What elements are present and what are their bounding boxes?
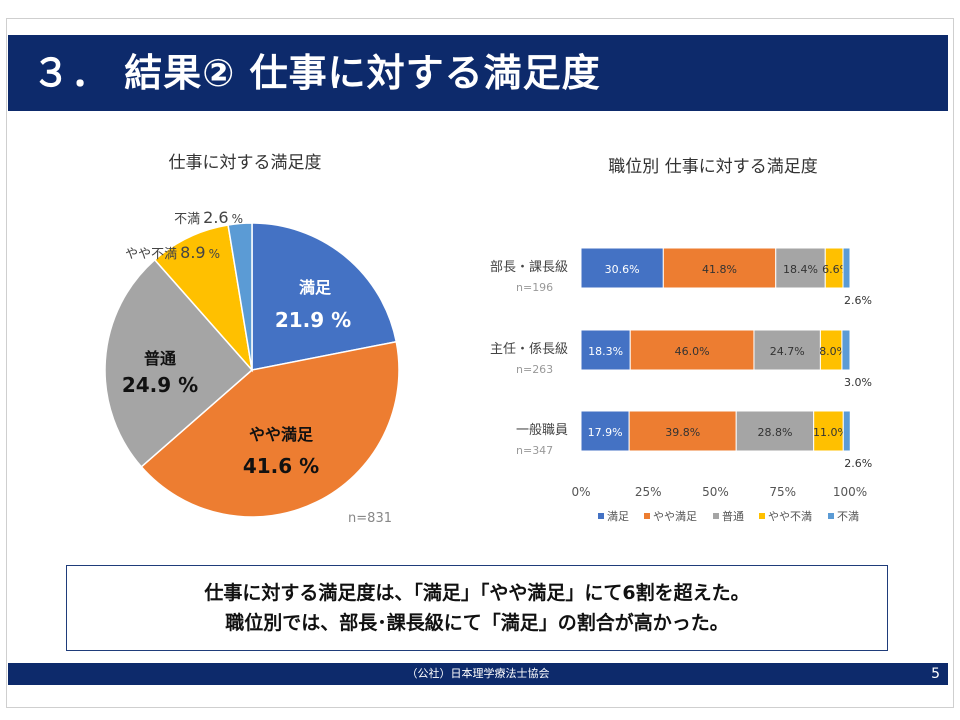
bar-data-label-2-3: 24.7% [770, 345, 805, 358]
pie-slice-value-3: 24.9 % [122, 373, 198, 397]
summary-box: 仕事に対する満足度は、「満足」「やや満足」にて6割を超えた。 職位別では、部長･… [66, 565, 888, 651]
bar-segment-1-2 [662, 247, 777, 289]
bar-segment-3-2 [628, 410, 737, 452]
bar-x-tick-4: 75% [769, 485, 796, 499]
pie-slice-value-1: 21.9 % [275, 308, 351, 332]
pie-sample-size: n=831 [348, 511, 392, 526]
bar-segment-3-3 [735, 410, 815, 452]
pie-chart-title: 仕事に対する満足度 [169, 153, 322, 173]
charts-canvas: 仕事に対する満足度 満足 21.9 % やや満足 41.6 % 普通 24.9 % やや不満… [104, 153, 872, 526]
bar-x-tick-5: 100% [833, 485, 867, 499]
slide-frame [6, 18, 954, 708]
legend-swatch-1 [598, 513, 604, 519]
bar-data-label-2-2: 46.0% [675, 345, 710, 358]
legend-label-1: 満足 [607, 510, 629, 523]
pie-slice-2 [140, 340, 400, 518]
title-bar: ３． 結果② 仕事に対する満足度 [8, 35, 948, 111]
bar-segment-1-1 [580, 247, 664, 289]
bar-data-label-1-2: 41.8% [702, 263, 737, 276]
bar-data-label-3-4: 11.0% [813, 426, 848, 439]
bar-category-n-1: n=196 [516, 281, 553, 294]
bar-category-n-2: n=263 [516, 363, 553, 376]
bar-data-label-2-4: 8.0% [819, 345, 847, 358]
bar-segment-1-5 [842, 247, 851, 289]
bar-segment-3-5 [842, 410, 851, 452]
bar-data-label-3-5: 2.6% [844, 457, 872, 470]
bar-data-label-3-2: 39.8% [665, 426, 700, 439]
bar-x-tick-3: 50% [702, 485, 729, 499]
legend-label-5: 不満 [837, 510, 859, 523]
bar-data-label-2-5: 3.0% [844, 376, 872, 389]
bar-category-n-3: n=347 [516, 444, 553, 457]
pie-slice-label-2: やや満足 [249, 425, 314, 444]
pie-slice-outside-label-5: 不満 2.6% [174, 208, 243, 227]
legend-swatch-3 [713, 513, 719, 519]
legend-swatch-5 [828, 513, 834, 519]
bar-category-label-2: 主任・係長級 [490, 342, 568, 357]
bar-x-tick-2: 25% [635, 485, 662, 499]
bar-segment-2-1 [580, 329, 631, 371]
legend-swatch-4 [759, 513, 765, 519]
pie-slice-4 [153, 224, 254, 373]
bar-category-label-3: 一般職員 [516, 422, 568, 438]
pie-slice-3 [104, 258, 254, 468]
bar-segment-3-1 [580, 410, 630, 452]
footer-organization: （公社）日本理学療法士協会 [406, 667, 550, 680]
pie-slice-label-3: 普通 [144, 349, 176, 368]
bar-data-label-2-1: 18.3% [588, 345, 623, 358]
pie-slice-5 [227, 222, 253, 371]
legend-label-4: やや不満 [768, 510, 812, 523]
bar-data-label-1-1: 30.6% [605, 263, 640, 276]
pie-slice-1 [251, 222, 398, 371]
pie-chart: 満足 21.9 % やや満足 41.6 % 普通 24.9 % やや不満 8.9 % 不満 2.6% [104, 208, 400, 518]
bar-segment-2-2 [629, 329, 755, 371]
bar-segment-1-3 [775, 247, 826, 289]
pie-slice-label-1: 満足 [299, 278, 332, 297]
bar-data-label-1-3: 18.4% [783, 263, 818, 276]
bar-x-tick-1: 0% [571, 485, 590, 499]
summary-line-1: 仕事に対する満足度は、「満足」「やや満足」にて6割を超えた。 [204, 582, 750, 604]
legend-label-3: 普通 [722, 509, 744, 523]
bar-category-label-1: 部長・課長級 [490, 259, 568, 275]
legend-label-2: やや満足 [653, 510, 697, 523]
legend-swatch-2 [644, 513, 650, 519]
bar-segment-3-4 [813, 410, 844, 452]
bar-data-label-3-3: 28.8% [757, 426, 792, 439]
summary-line-2: 職位別では、部長･課長級にて「満足」の割合が高かった。 [225, 612, 729, 634]
bar-data-label-3-1: 17.9% [588, 426, 623, 439]
slide-title: ３． 結果② 仕事に対する満足度 [32, 51, 601, 95]
pie-slice-outside-label-4: やや不満 8.9% [125, 243, 220, 262]
bar-segment-2-5 [841, 329, 851, 371]
bar-data-label-1-5: 2.6% [844, 294, 872, 307]
bar-chart-title: 職位別 仕事に対する満足度 [608, 157, 817, 177]
pie-slice-value-2: 41.6 % [243, 454, 319, 478]
page-number: 5 [931, 666, 940, 682]
footer-bar: （公社）日本理学療法士協会 5 [8, 663, 948, 685]
